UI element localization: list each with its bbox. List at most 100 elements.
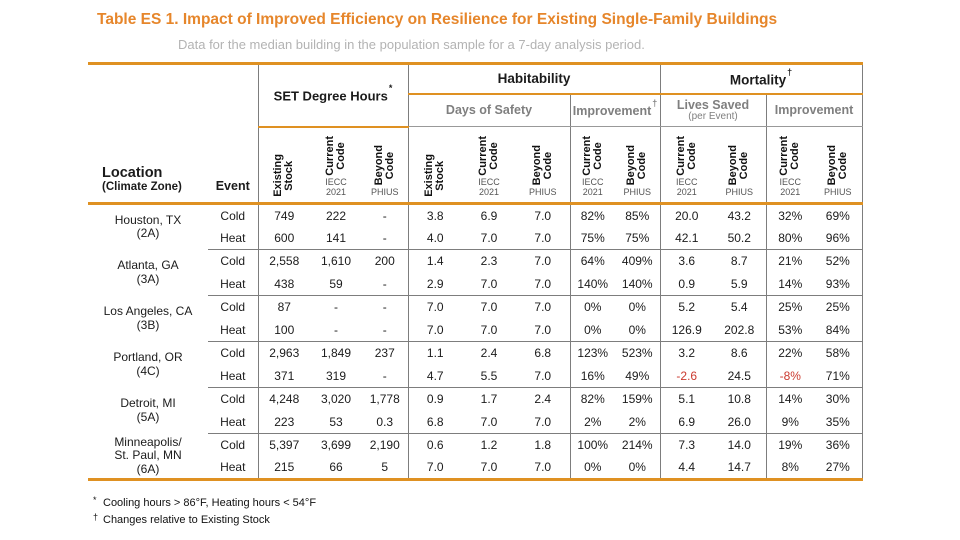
dagger-footnote-marker: † (652, 98, 658, 109)
days-value: 7.0 (516, 364, 570, 388)
days-value: 0.9 (407, 387, 462, 411)
impr-hab-value: 0% (569, 456, 615, 480)
location-cell: Portland, OR (4C) (88, 342, 208, 388)
table-row: Houston, TX (2A) Cold 749 222 - 3.8 6.9 7.0 82% 85… (88, 203, 862, 240)
impr-mort-value: 93% (814, 272, 863, 296)
table-row: Portland, OR (4C) Cold 2,963 1,849 237 1.1 2.4 6… (88, 341, 862, 377)
set-degree-hours-label: SET Degree Hours (273, 88, 388, 104)
header-improvement-habitability: Improvement† (569, 93, 661, 127)
location-cell: Houston, TX (2A) (88, 204, 208, 250)
set-value: 4,248 (257, 387, 310, 411)
event-cell: Heat (208, 226, 258, 250)
lives-value: 24.5 (713, 364, 767, 388)
col-header-impr-hab-beyond-code: Beyond Code PHIUS (615, 126, 661, 205)
header-corner (88, 64, 258, 127)
impr-mort-value: 53% (765, 318, 815, 342)
days-value: 0.6 (407, 433, 462, 457)
set-value: 2,558 (257, 249, 310, 273)
climate-zone-label: (Climate Zone) (102, 181, 182, 193)
impr-hab-value: 159% (621, 392, 653, 407)
lives-value: 14.0 (727, 438, 751, 453)
climate-zone: (6A) (136, 461, 160, 476)
impr-mort-value: 52% (825, 254, 850, 269)
lives-value: -2.6 (659, 364, 714, 388)
impr-mort-value: 71% (814, 364, 863, 388)
set-value: - (382, 300, 387, 315)
rotated-column-label: Current Code (778, 136, 802, 176)
location-name: Los Angeles, CA (103, 304, 193, 318)
days-value: 1.4 (407, 249, 462, 273)
footnote-text: Changes relative to Existing Stock (103, 514, 270, 526)
lives-value: 26.0 (713, 410, 767, 434)
rotated-column-label: Beyond Code (727, 145, 751, 186)
days-value: 7.0 (462, 226, 516, 250)
header-lives-saved: Lives Saved (per Event) (659, 93, 767, 127)
event-cell: Heat (208, 410, 258, 434)
set-value: 215 (257, 456, 310, 480)
days-value: 7.0 (480, 300, 498, 315)
set-value: 223 (257, 410, 310, 434)
table-row: Heat 100- -7.0 7.0 7.0 0% 0% 126.9 202.8 53% 84% (88, 318, 863, 342)
days-value: 7.0 (534, 300, 552, 315)
location-name: Portland, OR (113, 350, 183, 364)
set-value: 0.3 (362, 410, 408, 434)
lives-value: 8.6 (730, 346, 748, 361)
code-standard-label: IECC 2021 (478, 177, 500, 197)
table-row: Atlanta, GA (3A) Cold 2,558 1,610 200 1.4 2.3 7.… (88, 249, 862, 285)
header-set-degree-hours: SET Degree Hours* (257, 63, 408, 128)
set-value: 600 (257, 226, 310, 250)
table-row: Detroit, MI (5A) Cold 4,248 3,020 1,778 0.9 1.7… (88, 387, 862, 423)
location-name: Atlanta, GA (117, 258, 179, 272)
lives-value: 3.6 (659, 249, 714, 273)
table-row: Heat 371 319-4.7 5.5 7.0 16% 49% -2.6 24.5 -8% 71% (88, 364, 863, 388)
impr-hab-value: 16% (569, 364, 615, 388)
set-value: 2,963 (257, 341, 310, 365)
improvement-label: Improvement (572, 104, 652, 119)
climate-zone: (4C) (136, 363, 160, 378)
impr-mort-value: 21% (765, 249, 815, 273)
impr-hab-value: 0% (569, 295, 615, 319)
lives-value: 5.2 (659, 295, 714, 319)
impr-mort-value: 27% (814, 456, 863, 480)
asterisk-footnote-marker: * (93, 495, 97, 505)
set-value: 5 (362, 456, 408, 480)
days-value: 1.7 (480, 392, 498, 407)
footnote: * Cooling hours > 86°F, Heating hours < 5… (93, 495, 316, 510)
code-standard-label: PHIUS (623, 186, 652, 197)
days-value: 2.9 (407, 272, 462, 296)
climate-zone: (5A) (136, 409, 160, 424)
code-standard-label: IECC 2021 (325, 177, 347, 197)
set-value: 87 (257, 295, 310, 319)
impr-hab-value: 0% (569, 318, 615, 342)
impr-hab-value: 2% (615, 410, 661, 434)
col-header-days-existing-stock: Existing Stock (407, 126, 462, 205)
col-header-impr-mort-beyond-code: Beyond Code PHIUS (814, 126, 863, 205)
code-standard-label: PHIUS (370, 186, 399, 197)
days-value: 2.3 (480, 254, 498, 269)
set-value: 1,849 (320, 346, 352, 361)
lives-value: 10.8 (727, 392, 751, 407)
set-value: 237 (374, 346, 395, 361)
days-value: 1.2 (480, 438, 498, 453)
impr-hab-value: 140% (615, 272, 661, 296)
impr-hab-value: 100% (569, 433, 615, 457)
location-label: Location (102, 165, 163, 181)
impr-mort-value: 9% (765, 410, 815, 434)
header-group-row: SET Degree Hours* Habitability Mortality… (88, 63, 863, 128)
location-cell: Minneapolis/ St. Paul, MN (6A) (88, 434, 208, 480)
impr-mort-value: 58% (825, 346, 850, 361)
asterisk-footnote-marker: * (388, 83, 393, 94)
impr-mort-value: 35% (814, 410, 863, 434)
col-header-set-current-code: Current Code IECC 2021 (310, 126, 362, 205)
code-standard-label: PHIUS (824, 186, 852, 197)
days-value: 6.8 (407, 410, 462, 434)
table-body: Houston, TX (2A) Cold 749 222-3.8 6.9 7.0 82% 85… (88, 203, 863, 480)
col-header-impr-hab-current-code: Current Code IECC 2021 (569, 126, 615, 205)
code-standard-label: PHIUS (528, 186, 557, 197)
code-standard-label: PHIUS (725, 186, 754, 197)
event-cell: Cold (220, 254, 246, 269)
impr-mort-value: 25% (825, 300, 850, 315)
impr-hab-value: 85% (625, 208, 650, 223)
set-value: 438 (257, 272, 310, 296)
lives-value: 5.4 (730, 300, 748, 315)
